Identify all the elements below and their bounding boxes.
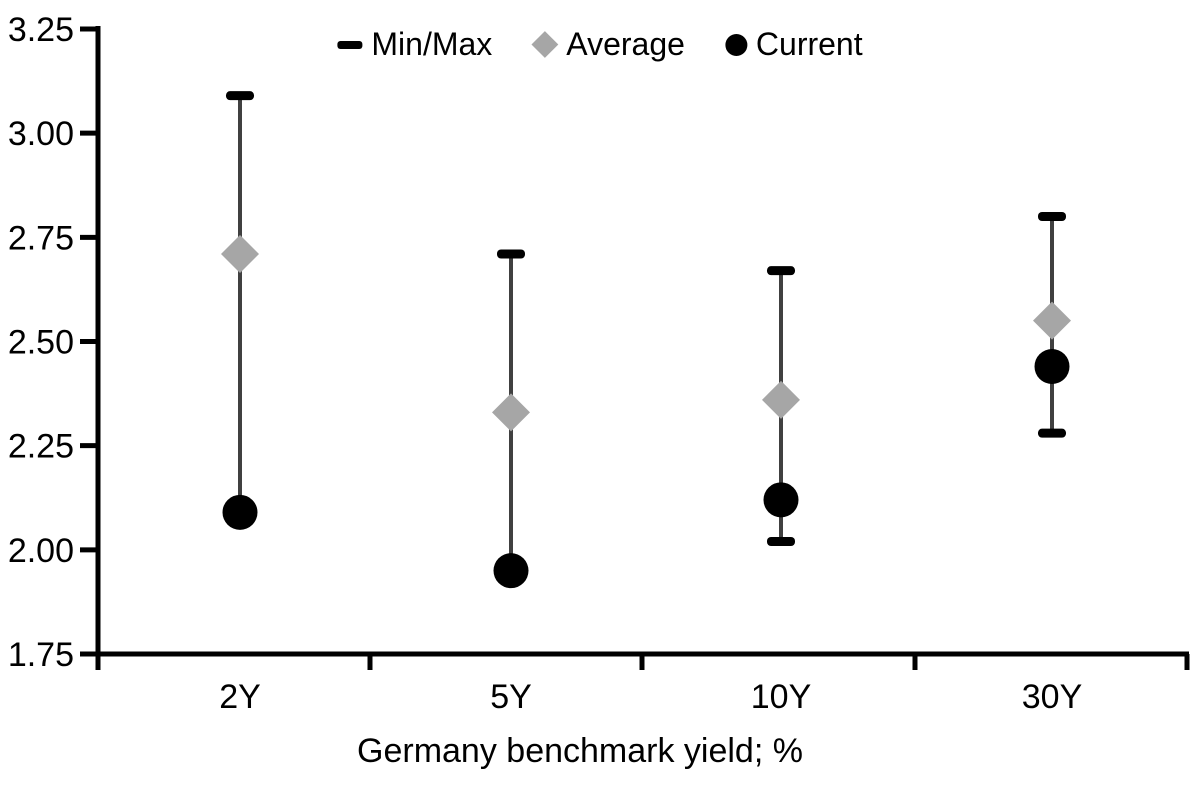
y-tick-label: 3.25	[8, 11, 74, 49]
x-tick-label: 5Y	[490, 678, 532, 716]
dash-icon	[337, 40, 363, 49]
current-dot	[493, 553, 529, 589]
min-cap	[1038, 428, 1066, 438]
legend-item-average: Average	[531, 26, 685, 63]
y-tick-label: 2.50	[8, 324, 74, 362]
legend-label-average: Average	[566, 26, 685, 62]
current-dot	[1034, 349, 1070, 384]
max-cap	[226, 91, 254, 101]
min-cap	[767, 537, 795, 546]
average-diamond	[1033, 301, 1071, 340]
x-tick-label: 2Y	[219, 678, 261, 716]
legend-item-minmax: Min/Max	[337, 26, 492, 63]
y-tick-label: 2.00	[8, 532, 74, 570]
x-tick-label: 30Y	[1022, 678, 1083, 716]
y-tick-label: 1.75	[8, 636, 74, 674]
average-diamond	[221, 235, 259, 273]
current-dot	[222, 494, 258, 530]
legend-label-minmax: Min/Max	[371, 26, 493, 62]
max-cap	[497, 249, 525, 259]
x-tick-label: 10Y	[751, 678, 812, 716]
max-cap	[1038, 212, 1066, 221]
average-diamond	[492, 393, 530, 432]
circle-icon	[724, 33, 747, 56]
x-axis-title: Germany benchmark yield; %	[357, 732, 803, 770]
legend-label-current: Current	[755, 26, 863, 62]
average-diamond	[762, 380, 800, 419]
diamond-icon	[531, 31, 559, 58]
y-tick-label: 3.00	[8, 115, 74, 153]
y-tick-label: 2.25	[8, 428, 74, 466]
current-dot	[763, 482, 799, 518]
legend: Min/Max Average Current	[337, 26, 863, 63]
legend-item-current: Current	[724, 26, 863, 63]
max-cap	[767, 266, 795, 276]
y-tick-label: 2.75	[8, 219, 74, 257]
